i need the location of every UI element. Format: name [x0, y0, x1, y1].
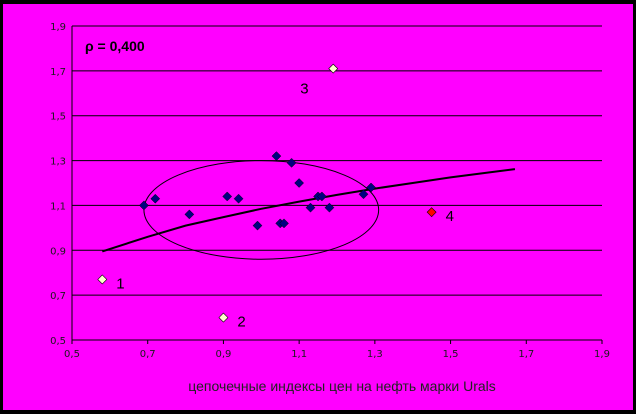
x-tick-label: 1,5	[443, 349, 459, 360]
outlier-label: 2	[237, 314, 245, 331]
axes	[71, 26, 602, 341]
correlation-label: ρ = 0,400	[85, 38, 145, 54]
data-point	[358, 189, 369, 200]
x-tick-label: 1,3	[367, 349, 383, 360]
x-tick-label: 1,1	[291, 349, 307, 360]
x-tick-label: 1,7	[518, 349, 534, 360]
data-point	[233, 193, 244, 204]
grid-lines	[72, 25, 602, 296]
x-tick-label: 0,9	[215, 349, 231, 360]
chart-background	[3, 4, 633, 410]
data-point	[366, 182, 376, 193]
x-tick-labels: 0,5 0,7 0,9 1,1 1,3 1,5 1,7 1,9	[64, 340, 610, 360]
y-tick-label: 1,3	[50, 157, 66, 168]
outlier-label: 3	[300, 81, 308, 98]
data-point	[294, 178, 304, 188]
y-tick-label: 0,5	[50, 336, 66, 347]
outlier-point	[426, 207, 437, 218]
outlier-point	[328, 63, 339, 74]
data-point	[139, 200, 149, 211]
y-tick-label: 1,5	[50, 112, 66, 123]
outlier-label: 4	[446, 208, 454, 225]
y-tick-label: 0,9	[50, 246, 66, 257]
y-tick-label: 0,7	[50, 291, 66, 302]
outlier-label: 1	[116, 275, 124, 292]
data-points	[139, 151, 376, 231]
data-point	[305, 202, 316, 213]
outlier-point	[97, 274, 108, 285]
y-tick-label: 1,7	[50, 67, 66, 78]
y-tick-label: 1,1	[50, 201, 66, 212]
data-point	[222, 191, 233, 202]
data-point	[150, 193, 161, 204]
y-tick-labels: 0,5 0,7 0,9 1,1 1,3 1,5 1,7 1,9	[50, 22, 66, 347]
y-tick-label: 1,9	[50, 22, 66, 33]
data-point	[279, 218, 289, 229]
x-tick-label: 0,7	[140, 349, 156, 360]
data-point	[317, 191, 327, 202]
data-point	[324, 202, 335, 213]
x-tick-label: 0,5	[64, 349, 80, 360]
data-point	[271, 151, 282, 161]
data-point	[286, 157, 297, 168]
data-point	[184, 209, 195, 220]
x-tick-label: 1,9	[594, 349, 610, 360]
scatter-chart: 0,5 0,7 0,9 1,1 1,3 1,5 1,7 1,9 0,5 0,7 0,9 1,1 1,3…	[3, 4, 633, 410]
outlier-point	[218, 312, 229, 323]
x-axis-label: цепочечные индексы цен на нефть марки Ur…	[188, 378, 496, 394]
outlier-points: 1 2 3 4	[97, 63, 454, 331]
data-point	[252, 220, 263, 231]
